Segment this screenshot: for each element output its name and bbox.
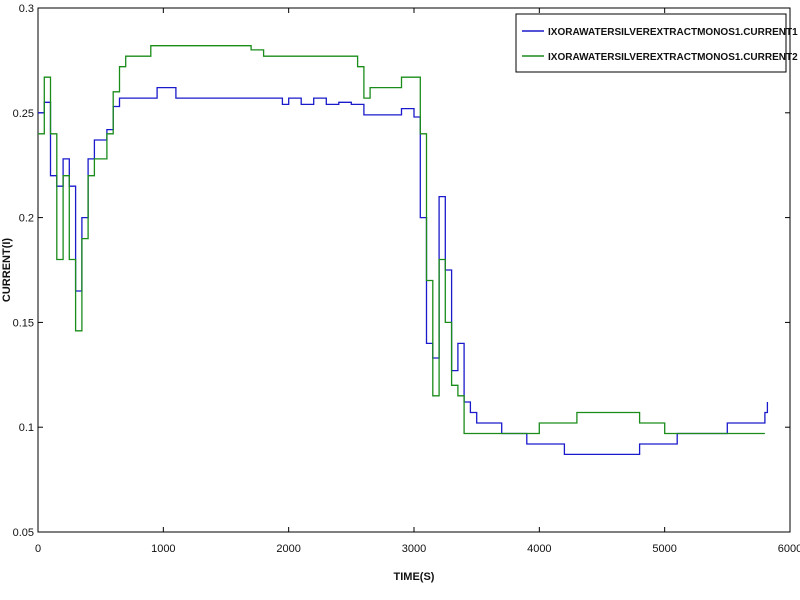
x-tick-label: 3000 [402,543,426,555]
x-tick-label: 1000 [151,543,175,555]
x-tick-label: 4000 [527,543,551,555]
x-tick-label: 2000 [276,543,300,555]
plot-area [37,7,791,533]
x-tick-label: 5000 [652,543,676,555]
series-line-current2 [38,45,765,435]
y-tick-label: 0.05 [13,527,34,539]
y-tick-label: 0.15 [13,317,34,329]
x-tick-label: 0 [35,543,41,555]
x-axis-title: TIME(S) [394,571,435,583]
y-tick-label: 0.2 [19,213,34,225]
series-line-current1 [38,86,769,456]
y-tick-label: 0.1 [19,422,34,434]
y-tick-label: 0.3 [19,3,34,15]
x-tick-label: 6000 [778,543,800,555]
axis-ticks: 0 1000 2000 3000 4000 5000 6000 0.05 0.1 0.15 0.2 0… [13,3,800,555]
series-lines [38,45,769,456]
legend-box [515,13,787,73]
legend-label-current1: IXORAWATERSILVEREXTRACTMONOS1.CURRENT1 [548,27,798,38]
legend: IXORAWATERSILVEREXTRACTMONOS1.CURRENT1 I… [515,13,798,73]
legend-label-current2: IXORAWATERSILVEREXTRACTMONOS1.CURRENT2 [548,52,798,63]
y-tick-label: 0.25 [13,108,34,120]
y-axis-title: CURRENT(I) [1,238,13,302]
